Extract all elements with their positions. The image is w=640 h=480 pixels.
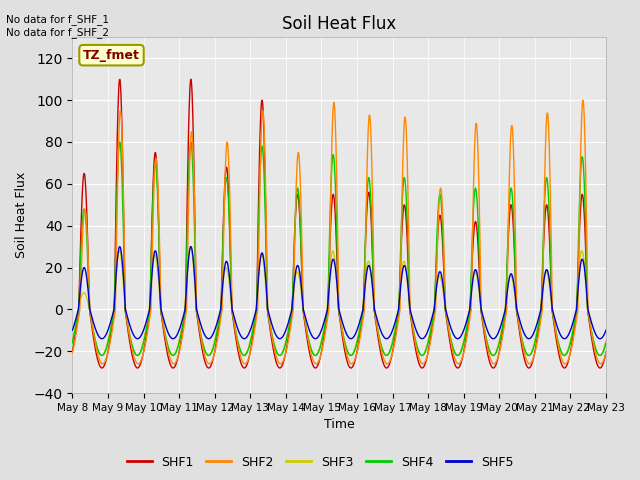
- Legend: SHF1, SHF2, SHF3, SHF4, SHF5: SHF1, SHF2, SHF3, SHF4, SHF5: [122, 451, 518, 474]
- X-axis label: Time: Time: [324, 419, 355, 432]
- Text: No data for f_SHF_1
No data for f_SHF_2: No data for f_SHF_1 No data for f_SHF_2: [6, 14, 109, 38]
- Text: TZ_fmet: TZ_fmet: [83, 48, 140, 62]
- Y-axis label: Soil Heat Flux: Soil Heat Flux: [15, 172, 28, 258]
- Title: Soil Heat Flux: Soil Heat Flux: [282, 15, 396, 33]
